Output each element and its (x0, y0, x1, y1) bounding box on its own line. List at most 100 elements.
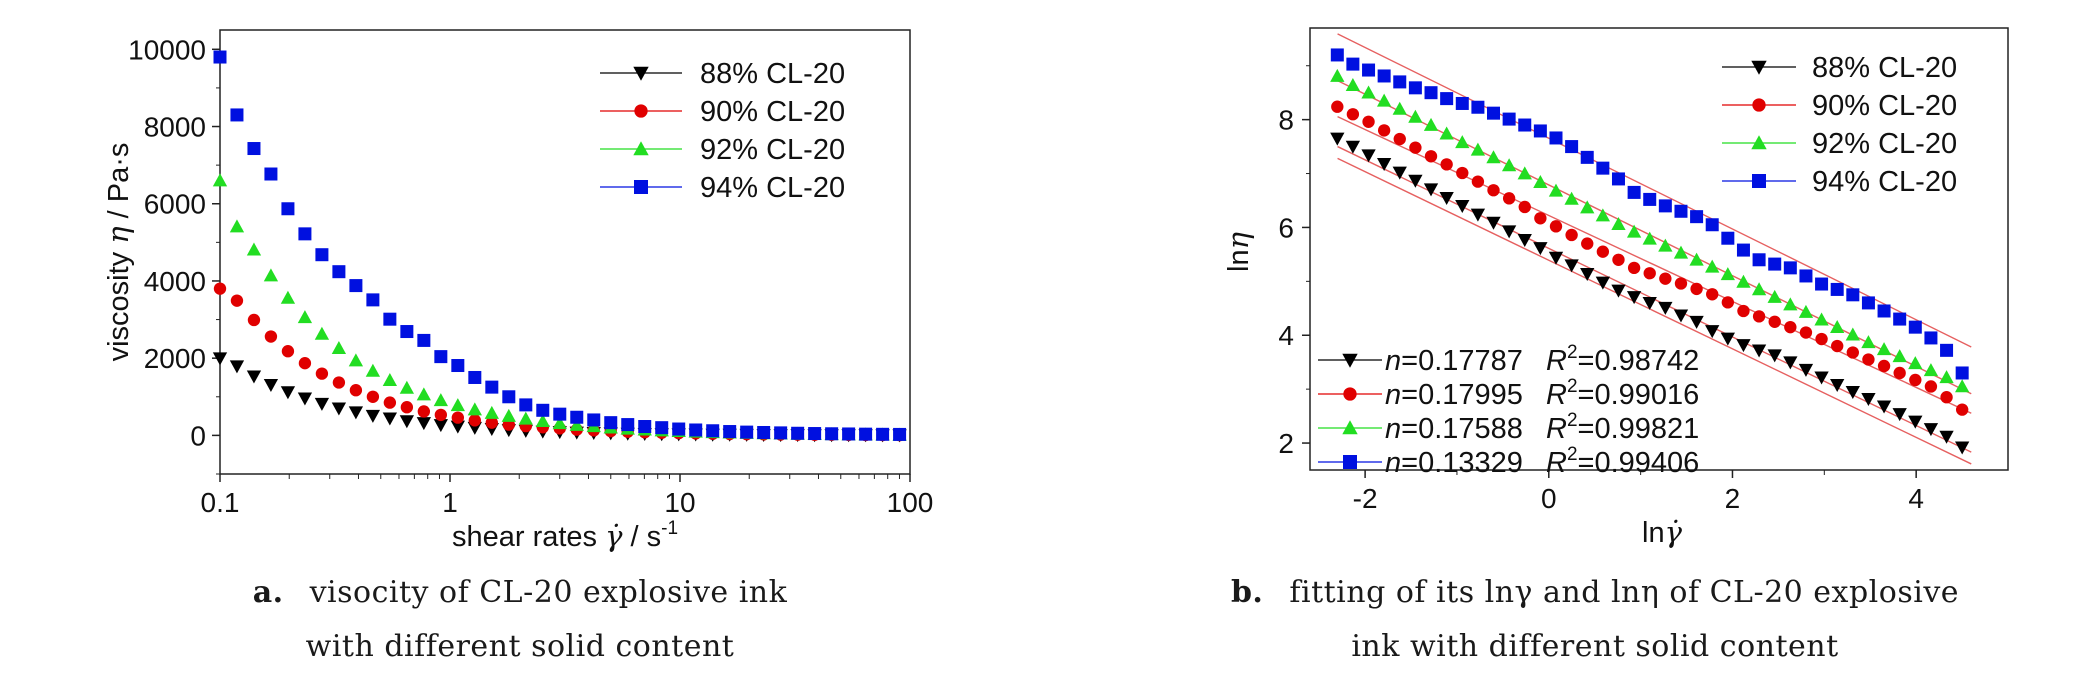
y-tick-label: 4 (1278, 320, 1294, 351)
chart-a-point (382, 373, 398, 387)
chart-b-point (1720, 267, 1735, 281)
fit-legend-r2-symbol: R (1546, 345, 1567, 377)
chart-b-point (1923, 363, 1939, 377)
chart-b-point (1674, 277, 1688, 290)
chart-a-point (502, 390, 516, 404)
chart-b-point (1548, 183, 1564, 197)
caption-b-text1: fitting of its lnγ and lnη of CL-20 expl… (1289, 575, 1960, 610)
chart-b-point (1533, 242, 1548, 256)
chart-b-point (1611, 217, 1626, 231)
chart-a: 0.1 1 10 100 0 2000 4000 6000 8000 10000 88% CL-2… (101, 29, 933, 553)
chart-b-point (1892, 408, 1907, 422)
chart-b-point (1658, 199, 1672, 213)
y-tick-label: 8 (1278, 105, 1294, 136)
caption-a-tag: a. (252, 575, 284, 610)
chart-b-point (1580, 267, 1595, 281)
chart-a-point (484, 405, 499, 419)
chart-a-point (315, 367, 329, 380)
chart-b-point (1595, 208, 1611, 222)
chart-b-point (1534, 212, 1547, 225)
chart-a-xlabel: shear rates γ̇ / s-1 (452, 518, 678, 553)
fit-legend-n-value: =0.17588 (1401, 413, 1523, 445)
chart-b-ylabel: lnη (1221, 231, 1255, 272)
chart-a-point (247, 142, 261, 156)
chart-b-point (1689, 315, 1704, 329)
chart-a-point (450, 398, 465, 412)
chart-b-point (1471, 175, 1485, 188)
chart-a-point (230, 108, 244, 122)
chart-b-point (1845, 385, 1860, 399)
chart-a-point (280, 386, 296, 400)
caption-a-line2: with different solid content (305, 629, 735, 664)
chart-b-point (1861, 335, 1876, 349)
y-tick-label: 6 (1278, 212, 1294, 243)
y-tick-label: 2 (1278, 428, 1294, 459)
chart-a-ylabel: viscosity η / Pa·s (101, 143, 135, 362)
chart-b-point (1908, 356, 1923, 370)
chart-b-point (1376, 157, 1392, 171)
chart-b-point (1627, 261, 1641, 275)
chart-a-series (212, 50, 907, 443)
chart-b-point (1798, 304, 1814, 318)
chart-a-point (433, 393, 448, 407)
chart-a-point (501, 408, 516, 422)
chart-a-point (263, 268, 279, 282)
chart-a-point (485, 380, 499, 394)
chart-b-point (1720, 332, 1735, 346)
chart-b-point (1362, 115, 1375, 128)
chart-b-point (1751, 344, 1767, 358)
chart-b-point (1752, 253, 1766, 267)
chart-a-point (535, 413, 550, 427)
chart-b-point (1689, 252, 1704, 266)
chart-b-frame (1309, 27, 2009, 471)
chart-b-series (1330, 48, 1970, 455)
chart-a-point (485, 416, 498, 429)
chart-a-point (331, 402, 347, 416)
chart-a-point (213, 50, 227, 64)
fit-legend-marker (1343, 455, 1357, 469)
legend-label: 88% CL-20 (700, 58, 845, 90)
fit-line (1337, 157, 1972, 465)
chart-a-point (281, 202, 295, 216)
chart-a-point (451, 411, 465, 424)
chart-a-point (264, 167, 278, 181)
fit-legend-n-symbol: n (1385, 345, 1401, 377)
fit-legend-marker (1342, 420, 1358, 435)
chart-b-point (1486, 216, 1501, 230)
chart-b-point (1783, 356, 1798, 370)
chart-b-point (1955, 379, 1970, 393)
chart-a-point (417, 405, 431, 418)
chart-b-point (1690, 210, 1704, 224)
chart-b-point (1736, 274, 1751, 288)
y-tick-label: 2000 (144, 343, 206, 374)
chart-b-point (1846, 346, 1859, 359)
chart-b-point (1330, 68, 1345, 82)
chart-b-point (1877, 359, 1891, 373)
chart-b-point (1409, 141, 1422, 154)
chart-a-point (570, 410, 584, 424)
chart-b-point (1345, 77, 1361, 91)
fit-line (1337, 33, 1972, 348)
x-tick-label: 2 (1725, 483, 1741, 514)
legend-marker (634, 104, 648, 118)
fit-legend-r2-symbol: R (1546, 379, 1567, 411)
chart-b-point (1486, 150, 1501, 164)
chart-b-point (1533, 175, 1548, 189)
chart-a-point (314, 397, 330, 411)
chart-a-point (246, 242, 262, 256)
chart-b-point (1659, 272, 1672, 285)
legend-label: 90% CL-20 (700, 96, 845, 128)
x-tick-label: -2 (1353, 483, 1378, 514)
caption-b-line2: ink with different solid content (1351, 629, 1839, 664)
chart-a-frame (219, 29, 911, 475)
fit-legend-marker (1342, 353, 1358, 368)
chart-b-point (1643, 267, 1656, 280)
chart-a-point (706, 424, 720, 438)
chart-b-point (1549, 131, 1563, 145)
chart-b-point (1626, 224, 1642, 238)
chart-b-point (1439, 191, 1454, 205)
chart-b-legend: 88% CL-20 90% CL-20 92% CL-20 94% CL-20 (1722, 52, 1957, 198)
chart-b-point (1361, 85, 1376, 99)
fit-legend-r2-value: =0.99406 (1578, 447, 1700, 479)
